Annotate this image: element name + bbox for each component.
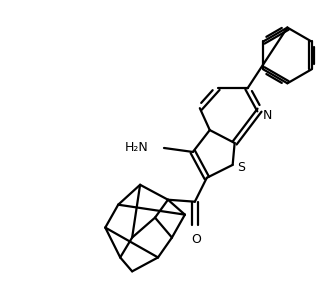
Text: N: N bbox=[262, 109, 272, 122]
Text: S: S bbox=[237, 161, 245, 174]
Text: H₂N: H₂N bbox=[124, 141, 148, 154]
Text: O: O bbox=[191, 233, 201, 246]
